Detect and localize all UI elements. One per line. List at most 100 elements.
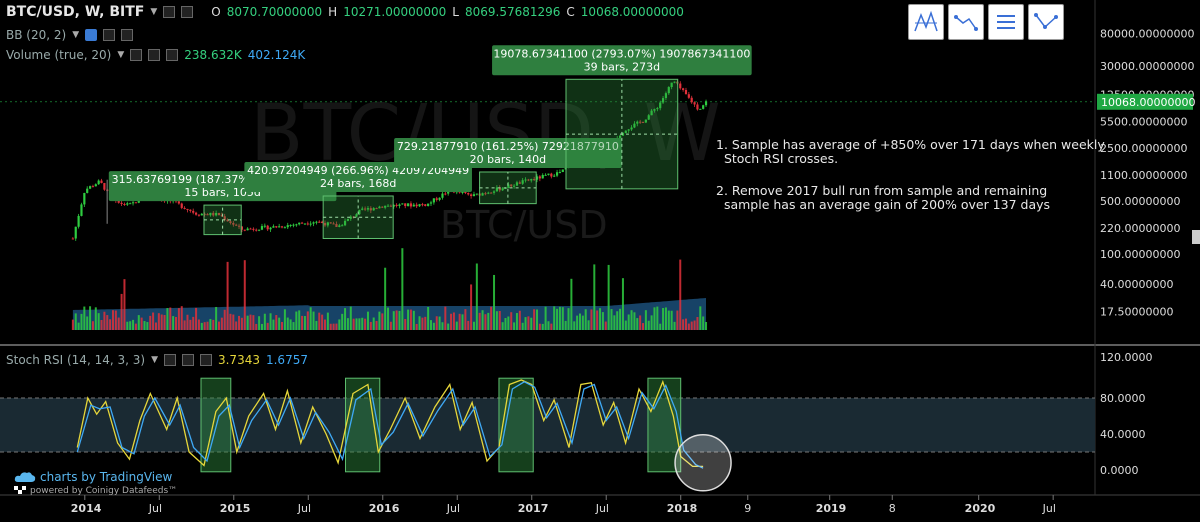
volume-bar — [639, 315, 642, 330]
volume-bar — [80, 313, 83, 330]
candle-body — [200, 213, 203, 216]
candle-body — [292, 224, 295, 226]
price-tick-label-3: 5500.00000000 — [1100, 116, 1187, 129]
candle-body — [492, 191, 496, 193]
menu-icon[interactable] — [988, 4, 1024, 40]
measure-label-2-line2: 20 bars, 140d — [470, 153, 546, 166]
volume-bar — [278, 317, 281, 330]
volume-bar — [415, 323, 418, 330]
chevron-down-icon[interactable]: ▼ — [72, 30, 80, 40]
drawing-toolbar — [908, 4, 1064, 40]
volume-bar — [217, 321, 220, 330]
candle-body — [263, 225, 266, 227]
volume-bar — [109, 319, 112, 330]
candle-body — [561, 169, 564, 173]
candle-body — [395, 204, 398, 206]
volume-bar — [372, 317, 375, 330]
candle-body — [375, 208, 378, 210]
time-tick-label-10: 2019 — [816, 502, 847, 515]
candle-body — [226, 219, 229, 222]
candle-body — [464, 191, 467, 194]
candle-body — [298, 222, 301, 225]
elliott-wave-icon[interactable] — [948, 4, 984, 40]
chevron-down-icon[interactable]: ▼ — [151, 355, 158, 365]
volume-bar — [166, 308, 169, 330]
volume-bar — [653, 307, 656, 330]
close-icon[interactable] — [166, 49, 179, 61]
eye-icon[interactable] — [130, 49, 143, 61]
analysis-note-2: 2. Remove 2017 bull run from sample and … — [716, 183, 1051, 212]
tradingview-branding[interactable]: charts by TradingView powered by Coinigy… — [14, 470, 177, 496]
settings-icon[interactable] — [148, 49, 161, 61]
volume-bar — [567, 308, 570, 330]
volume-bar — [352, 318, 355, 330]
volume-bar — [355, 318, 358, 330]
abc-pattern-icon[interactable] — [1028, 4, 1064, 40]
candle-body — [315, 221, 318, 223]
volume-bar — [86, 316, 89, 330]
volume-label[interactable]: Volume (true, 20) — [6, 48, 112, 62]
bb-label[interactable]: BB (20, 2) — [6, 28, 67, 42]
volume-bar — [493, 274, 496, 330]
candle-body — [335, 224, 338, 227]
eye-icon[interactable] — [85, 29, 98, 41]
volume-bar — [705, 321, 708, 330]
volume-bar — [381, 313, 384, 330]
price-tick-label-7: 220.00000000 — [1100, 222, 1180, 235]
candle-body — [518, 182, 521, 184]
eye-icon[interactable] — [163, 354, 176, 366]
candle-body — [633, 123, 636, 128]
close-icon[interactable] — [181, 6, 194, 18]
time-tick-label-4: 2016 — [369, 502, 400, 515]
volume-bar — [289, 319, 292, 330]
close-icon[interactable] — [199, 354, 212, 366]
volume-bar — [690, 321, 693, 330]
candle-body — [129, 203, 132, 205]
volume-bar — [404, 318, 407, 330]
close-icon[interactable] — [121, 29, 134, 41]
volume-row: Volume (true, 20) ▼ 238.632K 402.124K — [6, 48, 305, 62]
volume-bar — [421, 317, 424, 330]
settings-icon[interactable] — [181, 354, 194, 366]
ohlc-high-value: 10271.00000000 — [343, 5, 447, 19]
volume-bar — [111, 310, 114, 330]
volume-bar — [687, 323, 690, 330]
volume-bar — [258, 316, 261, 330]
candle-body — [444, 193, 447, 195]
chevron-down-icon[interactable]: ▼ — [117, 50, 125, 60]
time-tick-label-2: 2015 — [220, 502, 251, 515]
volume-bar — [301, 315, 304, 330]
volume-bar — [444, 306, 447, 330]
candle-body — [258, 229, 261, 231]
symbol-title[interactable]: BTC/USD, W, BITF — [6, 4, 145, 20]
candle-body — [432, 198, 435, 203]
volume-bar — [424, 316, 427, 330]
volume-bar — [344, 308, 347, 330]
candle-body — [189, 209, 192, 211]
candle-body — [300, 222, 304, 224]
volume-bar — [667, 310, 670, 330]
settings-icon[interactable] — [163, 6, 176, 18]
volume-bar — [613, 315, 616, 330]
candle-body — [232, 222, 235, 225]
volume-bar — [152, 312, 155, 330]
settings-icon[interactable] — [103, 29, 116, 41]
pattern-tool-icon[interactable] — [908, 4, 944, 40]
candle-body — [441, 193, 444, 198]
chevron-down-icon[interactable]: ▼ — [150, 7, 158, 17]
price-tick-label-8: 100.00000000 — [1100, 248, 1180, 261]
volume-bar — [573, 321, 576, 330]
volume-bar — [286, 317, 289, 330]
candle-body — [696, 104, 699, 110]
candle-body — [194, 212, 198, 215]
candle-body — [217, 212, 221, 216]
candle-body — [94, 184, 97, 187]
stoch-label[interactable]: Stoch RSI (14, 14, 3, 3) — [6, 353, 146, 367]
stoch-K-line — [76, 379, 704, 468]
volume-bar — [197, 319, 200, 330]
volume-bar — [192, 316, 195, 330]
candle-body — [206, 214, 209, 216]
volume-bar — [163, 315, 166, 330]
volume-bar — [553, 306, 556, 330]
